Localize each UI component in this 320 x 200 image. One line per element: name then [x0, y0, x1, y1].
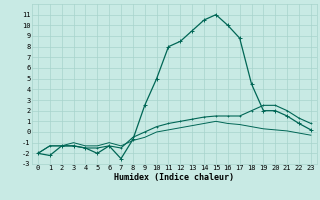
X-axis label: Humidex (Indice chaleur): Humidex (Indice chaleur) [115, 173, 234, 182]
